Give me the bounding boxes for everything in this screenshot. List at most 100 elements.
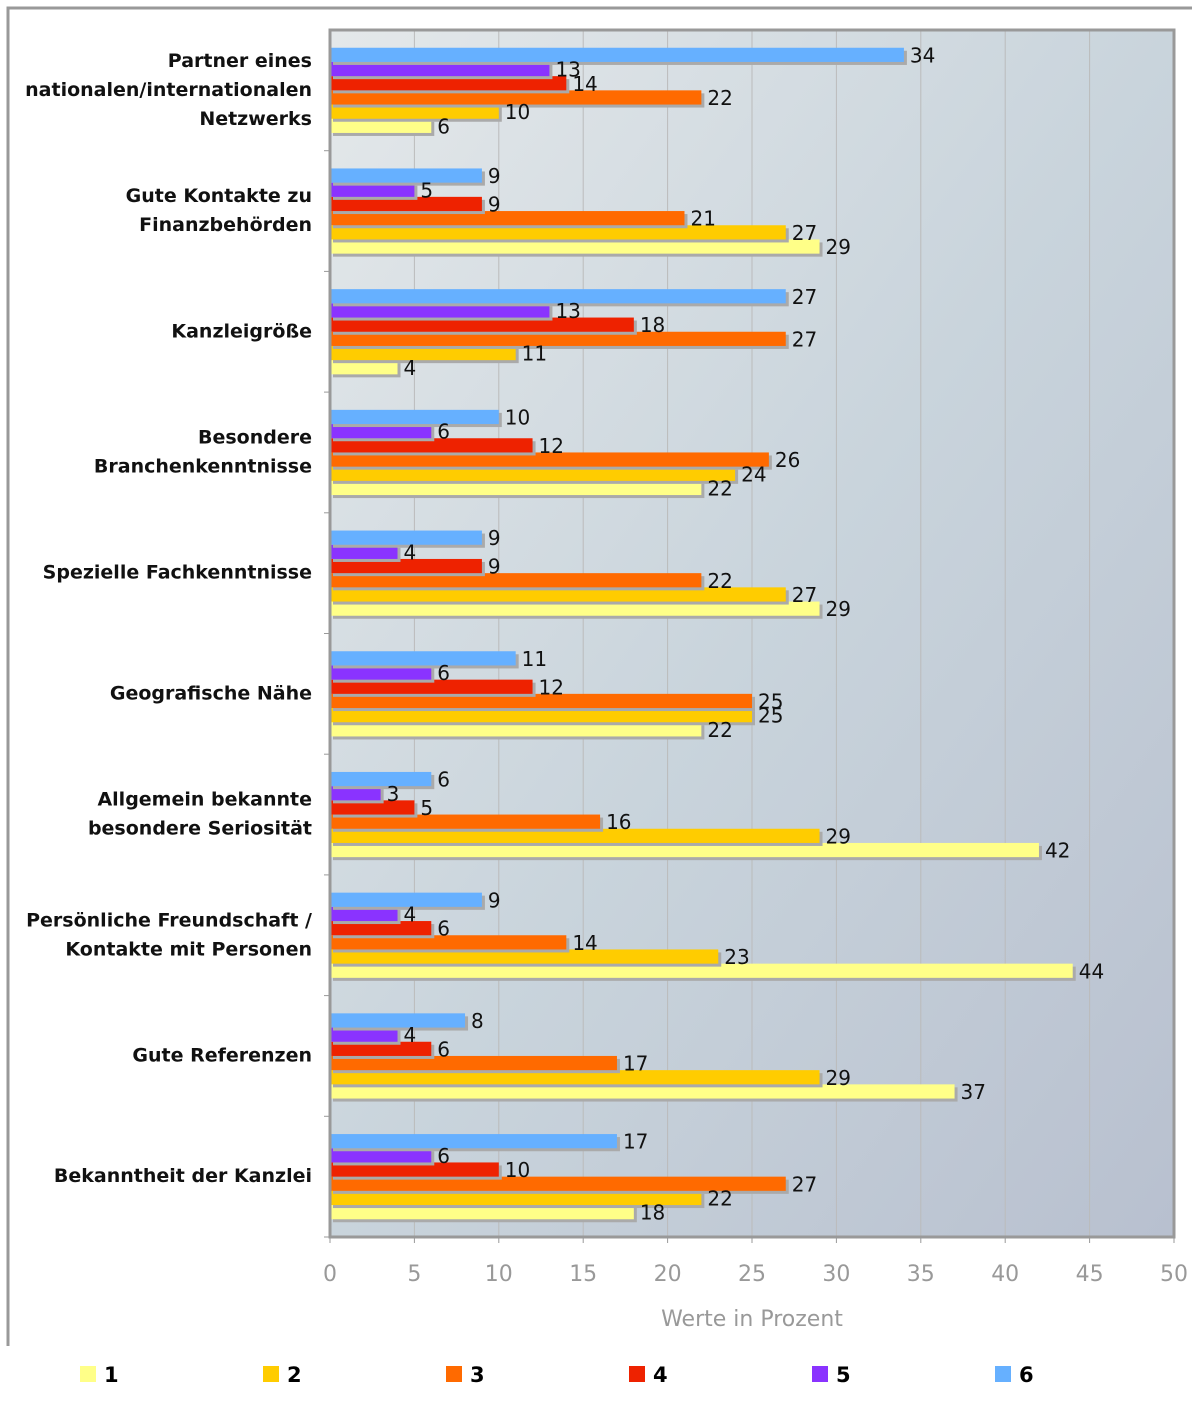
bar — [330, 452, 769, 467]
value-label: 9 — [488, 164, 501, 188]
bar — [330, 196, 482, 212]
x-tick-label: 40 — [991, 1262, 1019, 1287]
x-axis-title: Werte in Prozent — [661, 1307, 843, 1332]
legend-label: 1 — [104, 1363, 119, 1387]
bar — [330, 842, 1039, 858]
category-label: Spezielle Fachkenntnisse — [43, 562, 312, 584]
category-label: Partner eines — [168, 50, 312, 72]
legend-swatch — [263, 1366, 279, 1382]
bar — [330, 1176, 786, 1191]
legend-label: 5 — [836, 1363, 851, 1387]
bar — [330, 1148, 432, 1163]
bar — [330, 814, 601, 829]
legend-swatch — [629, 1366, 645, 1382]
bar — [330, 1190, 702, 1206]
value-label: 29 — [826, 824, 851, 848]
bar — [330, 949, 719, 964]
value-label: 13 — [555, 299, 580, 323]
bar — [330, 182, 415, 197]
bar — [330, 76, 567, 91]
x-tick-label: 45 — [1076, 1262, 1104, 1287]
value-label: 14 — [572, 72, 597, 96]
value-label: 6 — [437, 661, 450, 685]
bar — [330, 935, 567, 950]
value-label: 4 — [404, 356, 417, 380]
legend-swatch — [812, 1366, 828, 1382]
value-label: 6 — [437, 1144, 450, 1168]
x-tick-label: 30 — [822, 1262, 850, 1287]
value-label: 16 — [606, 810, 631, 834]
value-label: 27 — [792, 285, 817, 309]
bar — [330, 61, 550, 77]
bar — [330, 800, 415, 815]
bar — [330, 1055, 617, 1071]
value-label: 10 — [505, 1158, 530, 1182]
category-label: Branchenkenntnisse — [94, 455, 312, 477]
bar — [330, 47, 904, 62]
bar — [330, 438, 533, 453]
bar — [330, 906, 398, 922]
value-label: 27 — [792, 221, 817, 245]
category-label: Finanzbehörden — [139, 214, 312, 236]
x-tick-label: 50 — [1160, 1262, 1188, 1287]
bar — [330, 317, 634, 332]
value-label: 8 — [471, 1009, 484, 1033]
value-label: 13 — [555, 58, 580, 82]
value-label: 4 — [404, 902, 417, 926]
value-label: 9 — [488, 192, 501, 216]
category-label: Besondere — [198, 426, 312, 448]
value-label: 10 — [505, 100, 530, 124]
category-label: Allgemein bekannte — [97, 789, 312, 811]
bar — [330, 786, 381, 801]
bar — [330, 892, 482, 907]
value-label: 11 — [522, 342, 547, 366]
value-label: 42 — [1045, 839, 1070, 863]
value-label: 22 — [707, 86, 732, 110]
bar — [330, 573, 702, 588]
bar — [330, 118, 432, 133]
bar — [330, 480, 702, 496]
legend-label: 3 — [470, 1363, 485, 1387]
category-label: besondere Seriosität — [88, 818, 312, 840]
bar — [330, 530, 482, 545]
x-tick-label: 25 — [738, 1262, 766, 1287]
x-tick-label: 10 — [485, 1262, 513, 1287]
bar — [330, 665, 432, 680]
category-label: nationalen/internationalen — [25, 79, 312, 101]
value-label: 22 — [707, 569, 732, 593]
value-label: 25 — [758, 689, 783, 713]
value-label: 3 — [387, 782, 400, 806]
value-label: 6 — [437, 1037, 450, 1061]
value-label: 6 — [437, 917, 450, 941]
bar — [330, 225, 786, 240]
bar — [330, 409, 499, 425]
bar — [330, 693, 752, 709]
bar — [330, 90, 702, 105]
value-label: 5 — [420, 178, 433, 202]
category-label: Persönliche Freundschaft / — [26, 909, 312, 931]
legend-label: 6 — [1019, 1363, 1034, 1387]
value-label: 29 — [826, 597, 851, 621]
bar — [330, 211, 685, 226]
bar — [330, 828, 820, 843]
bar — [330, 168, 482, 183]
category-label: Kontakte mit Personen — [65, 938, 312, 960]
category-label: Bekanntheit der Kanzlei — [54, 1165, 312, 1187]
category-label: Kanzleigröße — [171, 320, 312, 342]
value-label: 9 — [488, 555, 501, 579]
legend-swatch — [995, 1366, 1011, 1382]
category-label: Netzwerks — [199, 108, 312, 130]
bar — [330, 466, 736, 481]
value-label: 17 — [623, 1052, 648, 1076]
bar — [330, 1013, 466, 1028]
value-label: 29 — [826, 1066, 851, 1090]
value-label: 6 — [437, 420, 450, 444]
value-label: 9 — [488, 888, 501, 912]
legend-label: 4 — [653, 1363, 668, 1387]
bar — [330, 360, 398, 375]
value-label: 22 — [707, 1186, 732, 1210]
value-label: 27 — [792, 1172, 817, 1196]
value-label: 37 — [961, 1080, 986, 1104]
bar — [330, 1205, 634, 1220]
